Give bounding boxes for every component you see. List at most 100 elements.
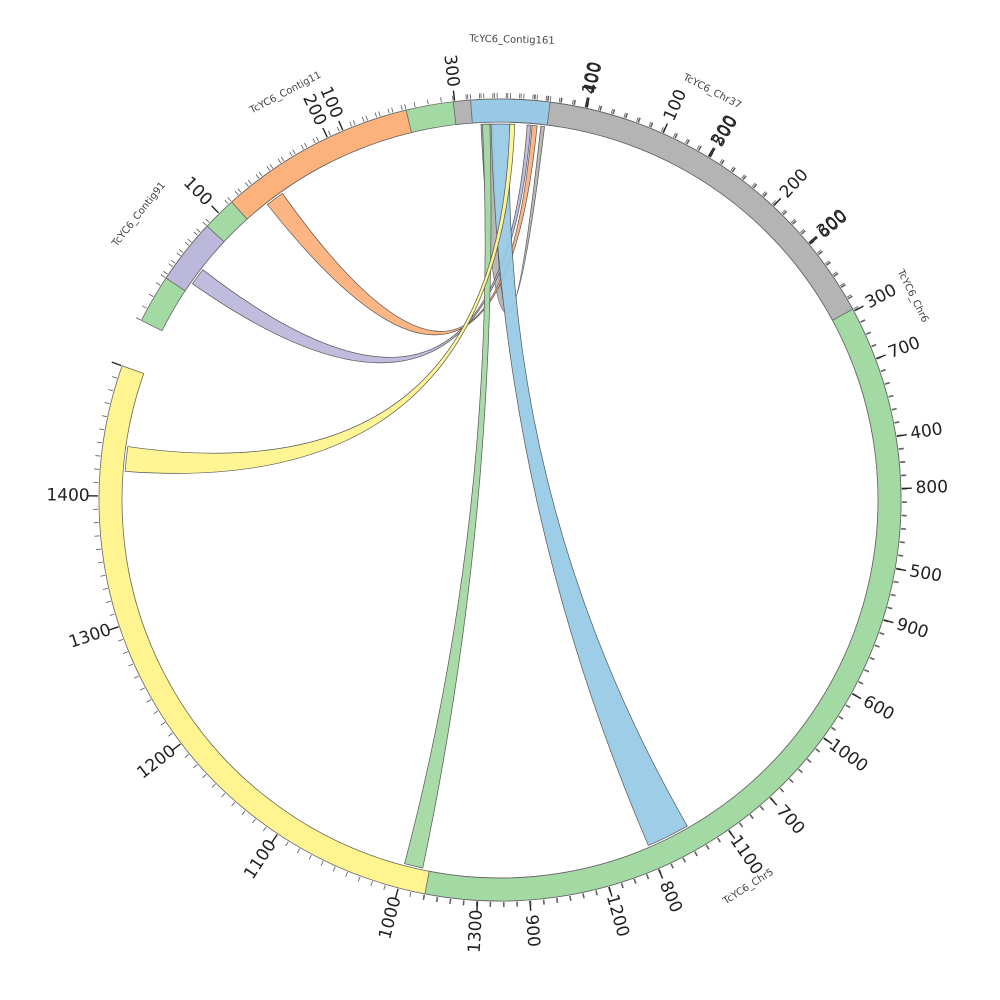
major-tick-TcYC6_Chr5-1100 bbox=[270, 834, 278, 844]
minor-tick-TcYC6_Chr6-120 bbox=[234, 190, 239, 196]
minor-tick-TcYC6_Chr5-630 bbox=[831, 727, 836, 731]
tick-label-TcYC6_Chr6-800: 800 bbox=[915, 477, 948, 498]
minor-tick-TcYC6_Chr5-770 bbox=[694, 851, 698, 857]
minor-tick-TcYC6_Chr6-270 bbox=[413, 102, 416, 108]
tick-label-TcYC6_Chr6-1200: 1200 bbox=[602, 892, 633, 939]
minor-tick-TcYC6_Chr6-1030 bbox=[798, 768, 803, 773]
minor-tick-TcYC6_Chr6-190 bbox=[312, 138, 316, 144]
tick-label-TcYC6_Chr5-200: 200 bbox=[776, 165, 813, 202]
minor-tick-TcYC6_Contig11-0 bbox=[227, 197, 232, 202]
minor-tick-TcYC6_Chr6-740 bbox=[891, 407, 897, 410]
minor-tick-TcYC6_Chr37-90 bbox=[571, 99, 574, 105]
minor-tick-TcYC6_Chr37-250 bbox=[761, 191, 766, 196]
minor-tick-TcYC6_Chr6-570 bbox=[782, 210, 787, 215]
minor-tick-TcYC6_Chr5-490 bbox=[898, 555, 904, 557]
minor-tick-TcYC6_Chr5-730 bbox=[738, 822, 743, 828]
minor-tick-TcYC6_Chr5-1310 bbox=[109, 613, 115, 616]
minor-tick-TcYC6_Chr6-40 bbox=[163, 270, 168, 275]
minor-tick-TcYC6_Chr6-1140 bbox=[683, 857, 687, 863]
minor-tick-TcYC6_Chr5-310 bbox=[860, 319, 866, 323]
minor-tick-TcYC6_Contig11-150 bbox=[404, 104, 407, 110]
minor-tick-TcYC6_Chr6-1040 bbox=[789, 778, 794, 783]
tick-label-TcYC6_Chr5-1000: 1000 bbox=[375, 894, 405, 941]
minor-tick-TcYC6_Chr5-960 bbox=[449, 898, 451, 904]
minor-tick-TcYC6_Chr5-140 bbox=[710, 152, 714, 158]
minor-tick-TcYC6_Chr6-1150 bbox=[671, 863, 674, 869]
major-tick-TcYC6_Chr5-200 bbox=[773, 197, 782, 207]
minor-tick-TcYC6_Chr37-340 bbox=[839, 282, 845, 287]
minor-tick-TcYC6_Chr6-550 bbox=[763, 192, 767, 197]
major-tick-TcYC6_Chr5-1200 bbox=[172, 743, 181, 751]
minor-tick-TcYC6_Chr5-1220 bbox=[160, 721, 166, 726]
minor-tick-TcYC6_Chr5-590 bbox=[858, 681, 864, 685]
minor-tick-TcYC6_Chr5-1250 bbox=[140, 687, 145, 691]
minor-tick-TcYC6_Contig11-30 bbox=[258, 171, 263, 177]
segment-label-TcYC6_Contig91: TcYC6_Contig91 bbox=[110, 180, 168, 250]
minor-tick-TcYC6_Contig11-70 bbox=[304, 142, 308, 148]
minor-tick-TcYC6_Chr6-660 bbox=[854, 307, 859, 311]
minor-tick-TcYC6_Chr6-250 bbox=[387, 108, 390, 114]
major-tick-TcYC6_Chr6-900 bbox=[883, 619, 894, 624]
minor-tick-TcYC6_Chr6-1180 bbox=[634, 878, 637, 884]
major-tick-TcYC6_Chr5-1000 bbox=[394, 888, 399, 899]
minor-tick-TcYC6_Chr5-380 bbox=[891, 408, 897, 411]
minor-tick-TcYC6_Chr37-280 bbox=[790, 219, 796, 224]
minor-tick-TcYC6_Chr5-150 bbox=[721, 160, 725, 165]
minor-tick-TcYC6_Chr5-370 bbox=[888, 395, 894, 398]
ticks-layer bbox=[88, 90, 912, 912]
minor-tick-TcYC6_Chr5-1140 bbox=[231, 801, 236, 807]
minor-tick-TcYC6_Chr37-270 bbox=[781, 209, 786, 214]
minor-tick-TcYC6_Chr6-770 bbox=[898, 447, 904, 450]
minor-tick-TcYC6_Chr6-990 bbox=[831, 726, 837, 731]
minor-tick-TcYC6_Contig91-50 bbox=[202, 221, 207, 226]
minor-tick-TcYC6_Chr5-1080 bbox=[296, 848, 301, 854]
minor-tick-TcYC6_Chr6-170 bbox=[289, 151, 293, 157]
minor-tick-TcYC6_Chr6-220 bbox=[349, 121, 352, 127]
minor-tick-TcYC6_Chr5-180 bbox=[753, 184, 758, 189]
minor-tick-TcYC6_Chr37-330 bbox=[832, 271, 838, 275]
minor-tick-TcYC6_Chr5-1320 bbox=[106, 600, 112, 603]
tick-label-TcYC6_Chr37-300: 300 bbox=[813, 205, 851, 241]
minor-tick-TcYC6_Chr5-210 bbox=[783, 211, 788, 216]
minor-tick-TcYC6_Chr5-1230 bbox=[153, 710, 159, 715]
minor-tick-TcYC6_Chr6-460 bbox=[662, 127, 666, 133]
minor-tick-TcYC6_Chr6-880 bbox=[890, 593, 896, 596]
minor-tick-TcYC6_Chr5-670 bbox=[798, 769, 803, 774]
major-tick-TcYC6_Chr6-200 bbox=[322, 127, 328, 138]
minor-tick-TcYC6_Chr5-1470 bbox=[104, 402, 110, 405]
tick-label-TcYC6_Chr5-1300: 1300 bbox=[66, 620, 113, 653]
minor-tick-TcYC6_Chr5-680 bbox=[788, 778, 794, 783]
minor-tick-TcYC6_Chr5-710 bbox=[759, 806, 764, 811]
minor-tick-TcYC6_Contig11-90 bbox=[328, 130, 331, 136]
minor-tick-TcYC6_Chr6-0 bbox=[135, 317, 141, 321]
minor-tick-TcYC6_Chr6-980 bbox=[838, 715, 844, 720]
minor-tick-TcYC6_Chr5-30 bbox=[574, 99, 576, 106]
minor-tick-TcYC6_Chr6-390 bbox=[573, 99, 576, 105]
minor-tick-TcYC6_Chr6-720 bbox=[884, 381, 890, 385]
minor-tick-TcYC6_Chr5-1030 bbox=[357, 876, 361, 882]
link-TcYC6_Contig161-TcYC6_Contig91-2 bbox=[191, 124, 532, 364]
minor-tick-TcYC6_Contig11-80 bbox=[315, 136, 319, 142]
minor-tick-TcYC6_Chr37-120 bbox=[610, 108, 614, 114]
minor-tick-TcYC6_Chr6-840 bbox=[899, 541, 905, 543]
minor-tick-TcYC6_Chr5-1110 bbox=[262, 826, 267, 832]
minor-tick-TcYC6_Chr5-1160 bbox=[211, 783, 216, 788]
major-tick-TcYC6_Chr6-1100 bbox=[728, 829, 736, 839]
minor-tick-TcYC6_Chr6-530 bbox=[742, 175, 747, 180]
minor-tick-TcYC6_Chr6-440 bbox=[637, 117, 641, 123]
minor-tick-TcYC6_Chr6-580 bbox=[791, 220, 797, 225]
minor-tick-TcYC6_Chr6-410 bbox=[599, 105, 602, 111]
minor-tick-TcYC6_Contig91-10 bbox=[168, 263, 173, 267]
minor-tick-TcYC6_Chr37-290 bbox=[799, 229, 805, 233]
minor-tick-TcYC6_Chr5-820 bbox=[633, 878, 636, 884]
minor-tick-TcYC6_Chr37-150 bbox=[648, 121, 652, 127]
minor-tick-TcYC6_Chr37-170 bbox=[673, 132, 676, 138]
minor-tick-TcYC6_Chr5-1020 bbox=[370, 881, 373, 887]
tick-label-TcYC6_Chr6-700: 700 bbox=[886, 333, 923, 363]
minor-tick-TcYC6_Chr5-1490 bbox=[112, 376, 118, 379]
minor-tick-TcYC6_Chr5-660 bbox=[806, 759, 812, 764]
minor-tick-TcYC6_Chr6-750 bbox=[894, 421, 900, 423]
minor-tick-TcYC6_Chr6-690 bbox=[871, 343, 877, 347]
minor-tick-TcYC6_Chr5-1090 bbox=[285, 841, 289, 847]
minor-tick-TcYC6_Chr6-640 bbox=[840, 284, 846, 288]
